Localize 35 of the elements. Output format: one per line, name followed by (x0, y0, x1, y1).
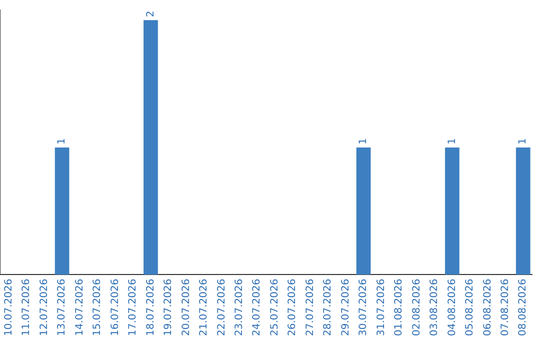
data-label: 1 (518, 138, 529, 144)
data-label: 1 (446, 138, 458, 144)
data-label: 2 (145, 10, 156, 18)
x-tick-label: 22.07.2026 (216, 278, 228, 336)
x-tick-label: 06.08.2026 (482, 278, 494, 336)
x-tick-label: 14.07.2026 (74, 278, 86, 336)
x-tick-label: 21.07.2026 (198, 278, 210, 336)
x-tick-label: 23.07.2026 (234, 278, 245, 336)
x-tick-label: 11.07.2026 (21, 278, 32, 336)
x-tick-label: 24.07.2026 (252, 278, 263, 336)
x-tick-label: 05.08.2026 (464, 278, 476, 336)
x-tick-label: 03.08.2026 (429, 278, 440, 336)
x-tick-label: 30.07.2026 (358, 278, 370, 336)
x-tick-label: 01.08.2026 (394, 278, 405, 336)
x-tick-label: 16.07.2026 (110, 278, 121, 336)
x-tick-label: 25.07.2026 (269, 278, 280, 336)
x-tick-label: 17.07.2026 (128, 278, 139, 336)
x-tick-label: 08.08.2026 (518, 278, 529, 336)
x-tick-label: 12.07.2026 (38, 278, 50, 336)
x-tick-label: 10.07.2026 (3, 278, 14, 336)
x-tick-label: 31.07.2026 (376, 278, 387, 336)
x-tick-label: 15.07.2026 (92, 278, 104, 336)
x-tick-label: 28.07.2026 (322, 278, 334, 336)
x-tick-label: 27.07.2026 (304, 278, 316, 336)
x-tick-label: 29.07.2026 (340, 278, 352, 336)
x-tick-label: 04.08.2026 (446, 278, 458, 336)
x-tick-label: 02.08.2026 (411, 278, 422, 336)
data-label: 1 (56, 138, 68, 144)
data-label: 1 (358, 138, 370, 144)
x-tick-label: 13.07.2026 (56, 278, 68, 336)
x-tick-label: 20.07.2026 (180, 278, 192, 336)
x-tick-label: 07.08.2026 (500, 278, 511, 336)
x-tick-label: 26.07.2026 (287, 278, 298, 336)
x-tick-label: 18.07.2026 (145, 278, 156, 336)
x-tick-label: 19.07.2026 (163, 278, 174, 336)
